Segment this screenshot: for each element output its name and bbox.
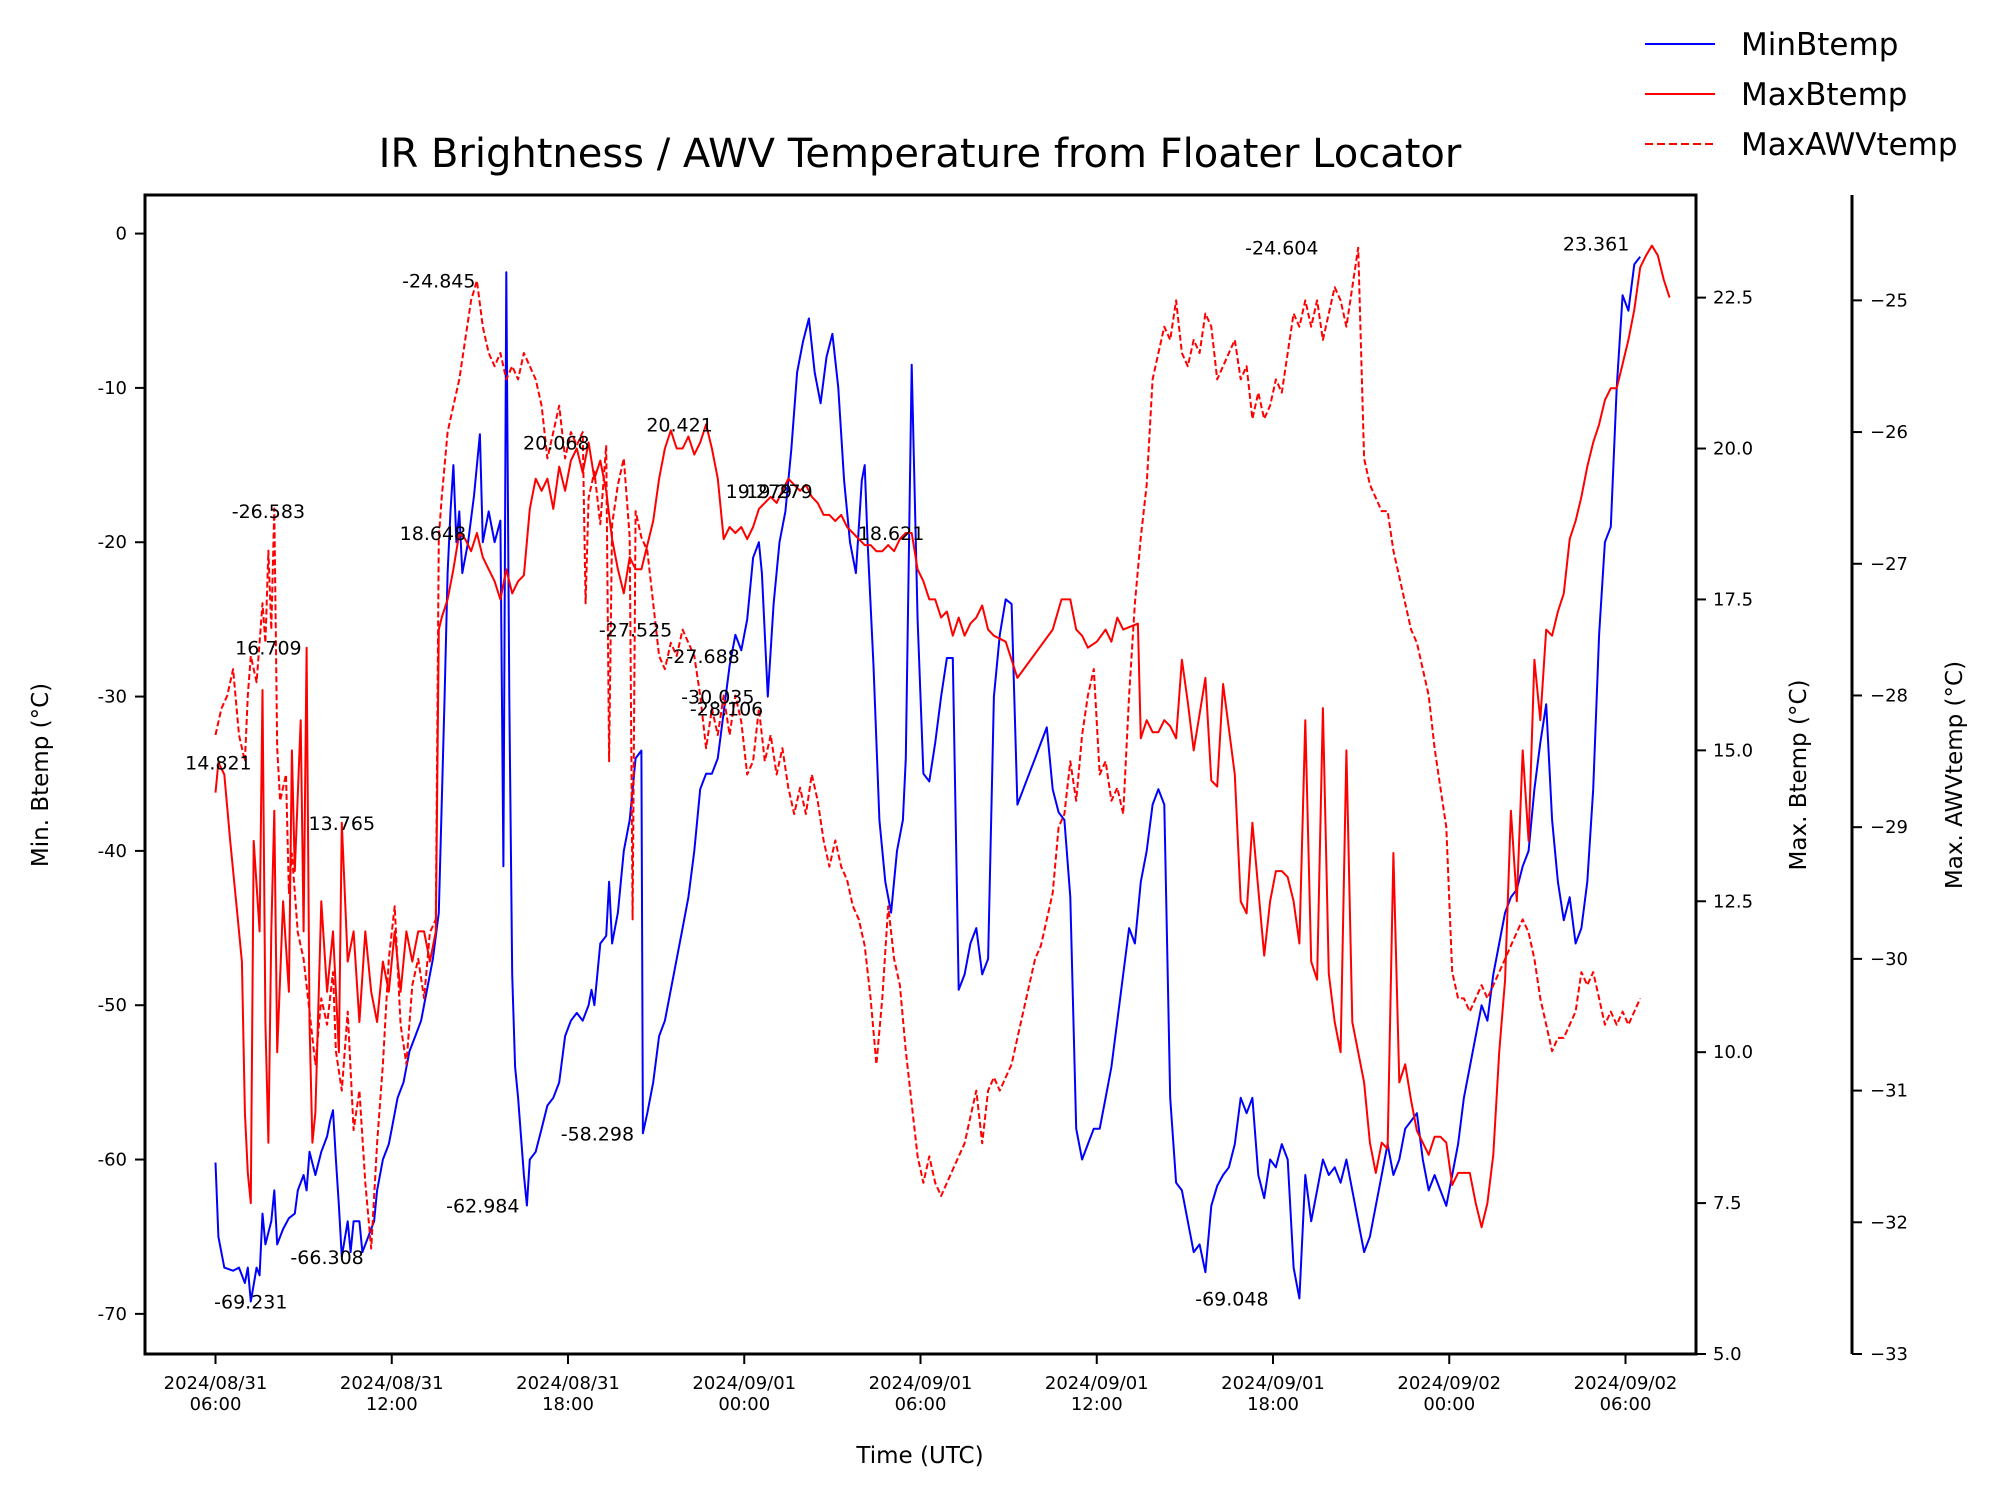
y-right-tick-label: 15.0 [1713, 740, 1753, 761]
y-right2-tick-label: −32 [1870, 1212, 1908, 1233]
x-tick-label: 2024/08/31 18:00 [516, 1373, 620, 1415]
x-axis-label: Time (UTC) [855, 1443, 983, 1469]
x-tick-label: 2024/08/31 06:00 [164, 1373, 268, 1415]
y-left-tick-label: 0 [116, 224, 127, 245]
y-right-tick-label: 12.5 [1713, 891, 1753, 912]
chart-title: IR Brightness / AWV Temperature from Flo… [379, 131, 1462, 177]
x-axis: 2024/08/31 06:00 2024/08/31 12:00 2024/08/31… [164, 1354, 1678, 1415]
x-tick-label: 2024/09/02 00:00 [1397, 1373, 1501, 1415]
y-axis-right: 22.5 20.0 17.5 15.0 12.5 10.0 7.5 5.0 [1696, 288, 1753, 1365]
x-tick-label: 2024/08/31 12:00 [340, 1373, 444, 1415]
y-axis-right-label: Max. Btemp (°C) [1786, 680, 1812, 871]
x-tick-label: 2024/09/01 00:00 [692, 1373, 796, 1415]
y-right-tick-label: 7.5 [1713, 1193, 1742, 1214]
data-label: 18.621 [858, 523, 924, 545]
y-right-tick-label: 5.0 [1713, 1344, 1742, 1365]
y-right2-tick-label: −25 [1870, 290, 1908, 311]
y-right-tick-label: 20.0 [1713, 439, 1753, 460]
data-label: 18.648 [400, 523, 466, 545]
data-label: -24.604 [1245, 238, 1318, 260]
data-label: 19.279 [726, 481, 792, 503]
x-tick-label: 2024/09/02 06:00 [1574, 1373, 1678, 1415]
y-left-tick-label: -30 [98, 687, 127, 708]
series-line-maxawvtemp [214, 246, 1642, 1250]
data-label: -69.231 [214, 1292, 287, 1314]
data-label: -26.583 [232, 501, 305, 523]
x-tick-label: 2024/09/01 18:00 [1221, 1373, 1325, 1415]
data-label: -24.845 [402, 271, 475, 293]
y-left-tick-label: -70 [98, 1304, 127, 1325]
y-right2-tick-label: −28 [1870, 685, 1908, 706]
y-axis-right2: −25 −26 −27 −28 −29 −30 −31 −32 −33 [1850, 195, 1908, 1365]
data-label: -28.106 [690, 699, 763, 721]
plot-frame [143, 193, 1698, 1356]
y-right2-tick-label: −29 [1870, 817, 1908, 838]
y-right2-tick-label: −31 [1870, 1081, 1908, 1102]
x-tick-label: 2024/09/01 12:00 [1045, 1373, 1149, 1415]
data-label: -66.308 [290, 1247, 363, 1269]
y-right2-tick-label: −33 [1870, 1344, 1908, 1365]
y-right2-tick-label: −30 [1870, 949, 1908, 970]
y-left-tick-label: -20 [98, 532, 127, 553]
y-left-tick-label: -50 [98, 995, 127, 1016]
data-label: -62.984 [446, 1196, 519, 1218]
data-label: -69.048 [1195, 1288, 1268, 1310]
data-label: 23.361 [1563, 233, 1629, 255]
y-right2-tick-label: −26 [1870, 422, 1908, 443]
y-axis-left: 0 -10 -20 -30 -40 -50 -60 -70 [98, 224, 145, 1325]
y-right-tick-label: 17.5 [1713, 589, 1753, 610]
data-label: 19.279 [746, 481, 812, 503]
data-label: -58.298 [561, 1123, 634, 1145]
data-label: -27.525 [599, 620, 672, 642]
series-line-maxbtemp [214, 244, 1671, 1229]
y-right-tick-label: 22.5 [1713, 288, 1753, 309]
y-left-tick-label: -10 [98, 378, 127, 399]
y-axis-right2-label: Max. AWVtemp (°C) [1942, 661, 1968, 889]
y-right2-tick-label: −27 [1870, 554, 1908, 575]
data-label: 20.068 [523, 433, 589, 455]
legend: MinBtemp MaxBtemp MaxAWVtemp [1645, 27, 1958, 163]
annotations: 14.821 -69.231 -26.583 16.709 13.765 -66.308 -… [185, 233, 1629, 1313]
data-label: -27.688 [666, 646, 739, 668]
series-line-minbtemp [214, 256, 1641, 1303]
x-tick-label: 2024/09/01 06:00 [869, 1373, 973, 1415]
y-right-tick-label: 10.0 [1713, 1042, 1753, 1063]
y-left-tick-label: -40 [98, 841, 127, 862]
data-label: -30.035 [681, 687, 754, 709]
legend-label-maxbtemp: MaxBtemp [1741, 77, 1907, 113]
data-label: 20.421 [646, 414, 712, 436]
plot-series [214, 244, 1671, 1303]
data-label: 14.821 [185, 752, 251, 774]
y-axis-left-label: Min. Btemp (°C) [28, 683, 54, 867]
legend-label-maxawvtemp: MaxAWVtemp [1741, 127, 1958, 163]
data-label: 16.709 [235, 638, 301, 660]
y-left-tick-label: -60 [98, 1150, 127, 1171]
data-label: 13.765 [309, 813, 375, 835]
legend-label-minbtemp: MinBtemp [1741, 27, 1898, 63]
